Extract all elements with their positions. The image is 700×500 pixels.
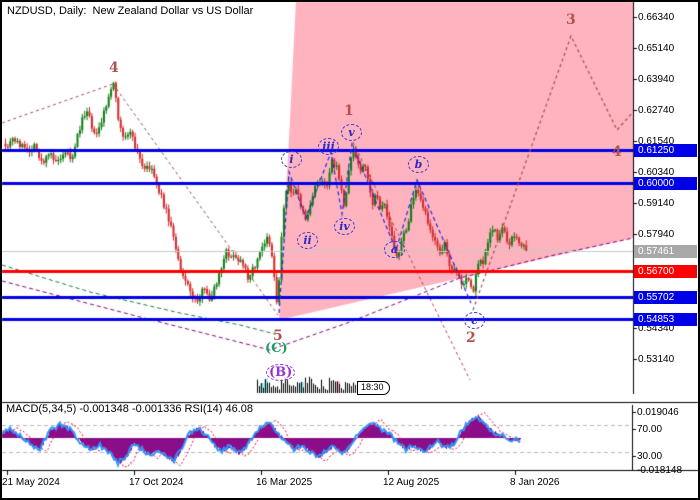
indicator-label: MACD(5,34,5) -0.001348 -0.001336 RSI(14)… <box>6 403 254 415</box>
wave-letter-badge[interactable]: v <box>341 124 362 141</box>
wave-number-label[interactable]: 4 <box>109 60 119 76</box>
x-axis-date-label: 8 Jan 2026 <box>510 477 560 488</box>
x-axis-date-label: 21 May 2024 <box>2 477 60 488</box>
y-axis-tick-label: 0.63940 <box>638 74 675 85</box>
price-level-box[interactable]: 0.55702 <box>634 291 697 304</box>
wave-letter-badge[interactable]: iii <box>318 138 339 155</box>
y-axis-tick-label: 0.62740 <box>638 105 675 116</box>
wave-letter-badge[interactable]: a <box>384 241 405 258</box>
indicator-axis-tick-label: 0.019046 <box>637 407 679 418</box>
session-time-tag: 18:30 <box>357 381 390 395</box>
price-level-box[interactable]: 0.57461 <box>634 245 697 258</box>
price-level-box[interactable]: 0.54853 <box>634 313 697 326</box>
y-axis-tick-label: 0.57940 <box>638 229 675 240</box>
x-axis-date-label: 17 Oct 2024 <box>129 477 184 488</box>
y-axis-tick-label: 0.60340 <box>638 167 675 178</box>
wave-degree-label[interactable]: (B) <box>266 364 296 381</box>
x-axis-date-label: 12 Aug 2025 <box>383 477 440 488</box>
wave-degree-label[interactable]: (C) <box>265 341 288 356</box>
wave-number-label[interactable]: 3 <box>566 12 576 28</box>
price-level-box[interactable]: 0.61250 <box>634 144 697 157</box>
chart-title: NZDUSD, Daily: New Zealand Dollar vs US … <box>7 5 254 17</box>
wave-number-label[interactable]: 5 <box>273 328 283 344</box>
y-axis-tick-label: 0.65140 <box>638 43 675 54</box>
indicator-axis-tick-label: 30.00 <box>637 451 663 462</box>
price-level-box[interactable]: 0.56700 <box>634 265 697 278</box>
wave-number-label[interactable]: 1 <box>344 103 354 119</box>
wave-number-label[interactable]: 2 <box>466 330 476 346</box>
x-axis-date-label: 16 Mar 2025 <box>256 477 313 488</box>
y-axis-tick-label: 0.59140 <box>638 198 675 209</box>
wave-letter-badge[interactable]: ii <box>297 232 318 249</box>
price-level-box[interactable]: 0.60000 <box>634 177 697 190</box>
wave-letter-badge[interactable]: b <box>408 156 429 173</box>
wave-number-label[interactable]: 4 <box>612 144 622 160</box>
wave-letter-badge[interactable]: c <box>464 312 485 329</box>
y-axis-tick-label: 0.53140 <box>638 354 675 365</box>
y-axis-tick-label: 0.66340 <box>638 12 675 23</box>
y-axis-tick-label: 0.61540 <box>638 136 675 147</box>
indicator-axis-tick-label: 70.00 <box>637 424 663 435</box>
wave-letter-badge[interactable]: i <box>281 151 302 168</box>
y-axis-tick-label: 0.54340 <box>638 323 675 334</box>
wave-letter-badge[interactable]: iv <box>334 218 355 235</box>
indicator-axis-tick-label: -0.018148 <box>637 465 683 476</box>
